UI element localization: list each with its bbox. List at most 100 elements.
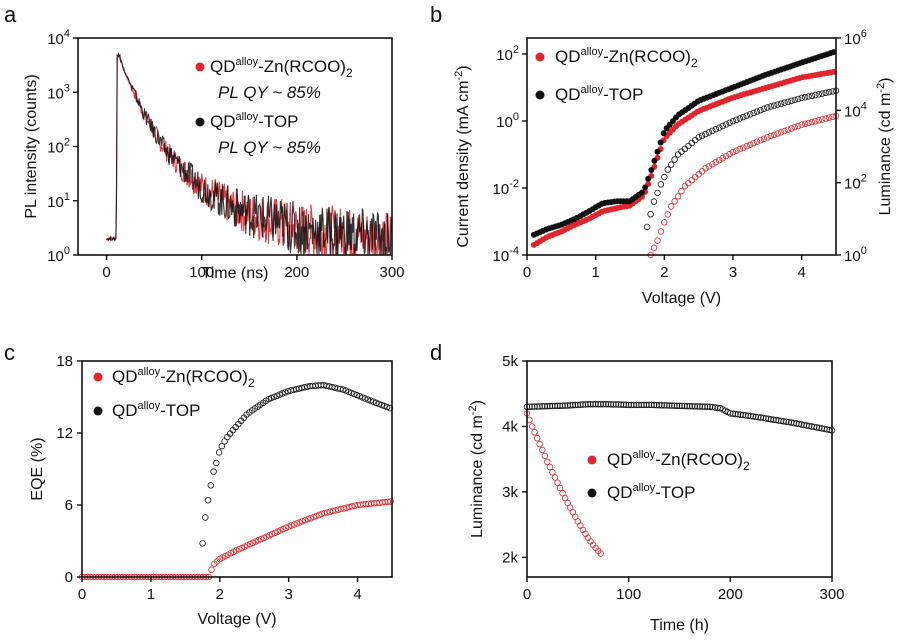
y-axis-label: PL intensity (counts) [23,74,40,218]
lifetime-point [584,401,592,408]
luminance-point [681,182,689,190]
luminance-point [661,219,668,226]
luminance-point [747,111,754,118]
luminance-point [808,118,816,126]
luminance-point [812,91,819,99]
x-axis-label: Voltage (V) [197,611,276,628]
luminance-point [801,120,809,127]
luminance-point [791,96,798,104]
luminance-point [795,122,802,130]
legend-marker [195,117,205,127]
lifetime-point [760,414,767,422]
lifetime-point [666,402,673,409]
lifetime-point [531,403,538,410]
luminance-point [716,156,723,164]
lifetime-point [775,417,782,424]
luminance-point [685,179,692,187]
luminance-point [791,123,798,131]
lifetime-point [645,401,653,409]
lifetime-point [648,401,655,409]
current-density-point [660,130,667,137]
luminance-point [767,132,774,140]
luminance-point [674,151,682,158]
x-tick-label: 0 [78,586,86,603]
x-axis-label: Voltage (V) [642,290,721,307]
lifetime-point [582,401,589,408]
lifetime-point [541,403,548,410]
luminance-point [712,125,719,133]
eqe-point [213,459,220,467]
legend-label: QDalloy-Zn(RCOO)2 [112,366,255,390]
y-tick-label: 12 [56,425,73,442]
y-tick-label: 3k [502,484,518,501]
lifetime-point [699,403,706,410]
eqe-point [356,393,363,400]
lifetime-point [610,401,617,408]
luminance-point [719,154,726,162]
eqe-point [313,512,320,520]
luminance-point [695,134,702,141]
panel-label-d: d [430,340,442,365]
current-density-point [657,139,664,146]
lifetime-point [556,484,564,492]
luminance-point [709,127,716,134]
luminance-point [709,160,716,168]
lifetime-point [595,401,602,408]
plot-frame [526,360,833,578]
luminance-point [825,88,833,96]
x-tick-label: 0 [523,586,531,603]
lifetime-point [729,410,737,417]
tick-label: 100 [844,245,867,265]
lifetime-point [747,412,754,420]
eqe-point [282,524,290,531]
lifetime-point [650,401,658,409]
x-tick-label: 1 [147,586,155,603]
lifetime-point [643,401,650,409]
lifetime-point [772,416,780,424]
legend-marker [195,62,205,72]
lifetime-point [658,402,665,409]
luminance-point [671,156,678,163]
lifetime-point [574,518,581,525]
lifetime-point [770,416,777,423]
luminance-point [764,104,771,111]
luminance-point [722,121,730,128]
lifetime-point [638,401,645,409]
lifetime-point [678,402,686,410]
lifetime-point [686,403,693,410]
lifetime-point [630,401,637,409]
current-density-point [830,68,837,75]
x-tick-label: 2 [216,586,224,603]
lifetime-point [701,403,709,410]
lifetime-point [668,402,676,409]
eqe-point [199,540,206,547]
lifetime-point [742,412,749,419]
luminance-point [774,130,781,137]
y-tick-label: 18 [56,353,73,370]
luminance-point [743,112,750,119]
x-tick-label: 0 [102,264,110,281]
luminance-point [819,116,826,123]
eqe-point [378,401,385,409]
luminance-point [705,163,713,170]
luminance-point [664,211,671,218]
lifetime-point [734,411,742,418]
legend-marker [587,455,597,465]
x-tick-label: 3 [284,586,292,603]
lifetime-point [706,403,714,410]
legend-label: QDalloy-Zn(RCOO)2 [210,56,353,80]
legend-marker [587,488,597,498]
tick-label: 10-4 [493,245,519,265]
lifetime-point [556,402,564,409]
eqe-point [207,482,214,489]
lifetime-point [633,401,640,409]
lifetime-point [671,402,678,409]
luminance-point [729,148,737,156]
luminance-point [764,134,771,141]
luminance-point [760,135,768,142]
legend-note: PL QY ~ 85% [218,83,321,102]
luminance-point [767,103,774,110]
luminance-point [777,129,785,136]
lifetime-point [739,411,747,419]
x-tick-label: 4 [353,586,361,603]
